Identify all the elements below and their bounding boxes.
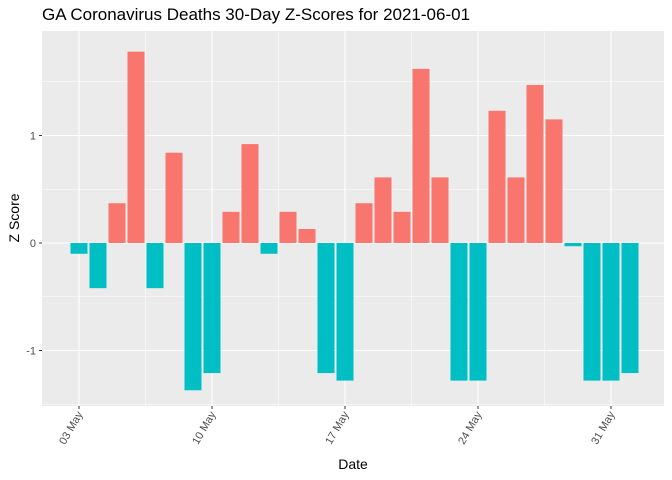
bars [70,51,639,391]
chart-title: GA Coronavirus Deaths 30-Day Z-Scores fo… [42,5,471,24]
bar [184,243,202,391]
bar [564,243,582,247]
bar [412,68,430,243]
x-tick-label: 10 May [190,409,219,447]
y-axis-title: Z Score [6,193,22,242]
x-tick-label: 31 May [589,409,618,447]
y-axis: -1 0 1 [26,131,42,358]
bar [621,243,639,374]
bar [526,84,544,243]
bar [89,243,107,289]
x-tick-label: 24 May [456,409,485,447]
bar [545,119,563,243]
bar [583,243,601,381]
y-tick-label: 0 [30,238,36,250]
bar [488,110,506,244]
x-axis: 03 May 10 May 17 May 24 May 31 May [57,406,618,447]
bar [146,243,164,289]
bar [108,203,126,243]
bar [241,144,259,243]
bar [260,243,278,254]
bar [469,243,487,381]
bar [431,177,449,243]
y-tick-label: 1 [30,131,36,143]
bar [279,211,297,243]
bar [602,243,620,381]
bar [507,177,525,243]
bar [336,243,354,381]
bar [203,243,221,374]
bar [393,211,411,243]
bar [450,243,468,381]
bar [298,229,316,243]
x-tick-label: 03 May [57,409,86,447]
bar [355,203,373,243]
bar [374,177,392,243]
bar [317,243,335,374]
x-tick-label: 17 May [323,409,352,447]
bar [127,51,145,244]
bar [222,211,240,243]
y-tick-label: -1 [26,346,36,358]
x-axis-title: Date [338,456,368,472]
bar [70,243,88,254]
bar [165,152,183,243]
